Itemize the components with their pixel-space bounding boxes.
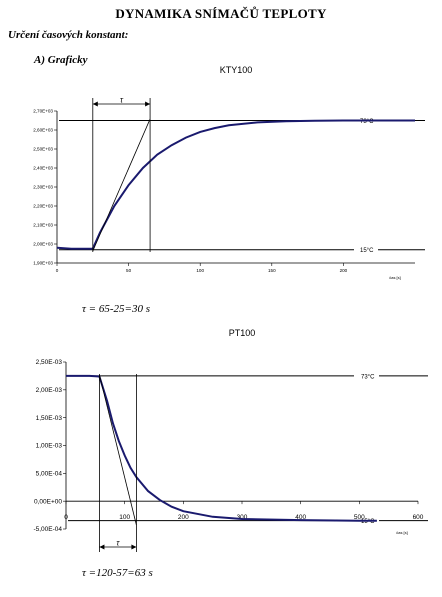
chart1-x-tick-label: 0 [56, 268, 59, 273]
chart2-tau-arrow-left [99, 544, 105, 550]
chart1-x-tick-label: 50 [126, 268, 132, 273]
chart1-tangent-line [92, 118, 151, 252]
chart2-y-tick-label: 1,00E-03 [36, 443, 63, 450]
chart1-y-tick-label: 2,70E+03 [33, 109, 53, 114]
chart2-x-tick-label: 100 [119, 514, 130, 521]
subheading: Určení časových konstant: [8, 29, 129, 41]
chart2-title: PT100 [229, 328, 256, 338]
chart2-y-tick-label: 2,00E-03 [36, 387, 63, 394]
chart2-reference-label: 15°C [361, 519, 375, 525]
tau-formula-pt100: τ =120-57=63 s [82, 567, 153, 579]
chart1-y-tick-label: 2,10E+03 [33, 223, 53, 228]
chart1-title: KTY100 [220, 65, 253, 75]
chart2-x-axis-label: čas [s] [396, 530, 408, 535]
chart1-x-tick-label: 100 [196, 268, 204, 273]
chart1-y-tick-label: 2,00E+03 [33, 242, 53, 247]
chart1-y-tick-label: 2,60E+03 [33, 128, 53, 133]
chart2-reference-label: 73°C [361, 374, 375, 380]
chart1-series-line [56, 119, 415, 250]
kty100-chart: KTY100 1,90E+03 2,00E+03 2,10E+03 2,20E+03 2,… [33, 65, 425, 280]
chart2-x-tick-label: 500 [354, 514, 365, 521]
chart2-x-tick-label: 300 [237, 514, 248, 521]
chart2-y-tick-label: 2,50E-03 [36, 359, 63, 366]
chart2-x-tick-label: 200 [178, 514, 189, 521]
chart2-x-tick-label: 400 [295, 514, 306, 521]
pt100-chart: PT100 -5,00E-04 0,00E+00 5,00E-04 1,00E-03 1,… [33, 328, 428, 552]
chart1-x-tick-label: 200 [340, 268, 348, 273]
chart2-tau-arrow-right [131, 544, 137, 550]
chart2-tangent-line [99, 374, 137, 526]
chart2-y-tick-label: 1,50E-03 [36, 415, 63, 422]
chart1-reference-label: 15°C [360, 248, 374, 254]
chart2-y-tick-label: 5,00E-04 [36, 471, 63, 478]
chart1-reference-label: 73°C [360, 119, 374, 125]
chart1-y-tick-label: 2,40E+03 [33, 166, 53, 171]
chart2-tau-symbol: τ [116, 539, 120, 548]
chart2-x-tick-label: 0 [64, 514, 68, 521]
chart1-tau-arrow-left [92, 101, 98, 107]
chart1-tau-symbol: τ [120, 96, 124, 105]
section-label: A) Graficky [34, 54, 88, 66]
chart1-x-tick-label: 150 [268, 268, 276, 273]
chart2-series-line [66, 374, 377, 522]
chart1-y-tick-label: 2,30E+03 [33, 185, 53, 190]
chart2-y-tick-label: -5,00E-04 [33, 526, 62, 533]
chart1-y-tick-label: 1,90E+03 [33, 261, 53, 266]
chart1-y-tick-label: 2,50E+03 [33, 147, 53, 152]
chart2-x-tick-label: 600 [413, 514, 424, 521]
chart1-tau-arrow-right [145, 101, 151, 107]
chart2-y-tick-label: 0,00E+00 [34, 498, 62, 505]
tau-formula-kty100: τ = 65-25=30 s [82, 303, 150, 315]
chart1-x-axis-label: čas [s] [389, 275, 401, 280]
document-title: DYNAMIKA SNÍMAČŮ TEPLOTY [115, 6, 327, 21]
chart1-y-tick-label: 2,20E+03 [33, 204, 53, 209]
